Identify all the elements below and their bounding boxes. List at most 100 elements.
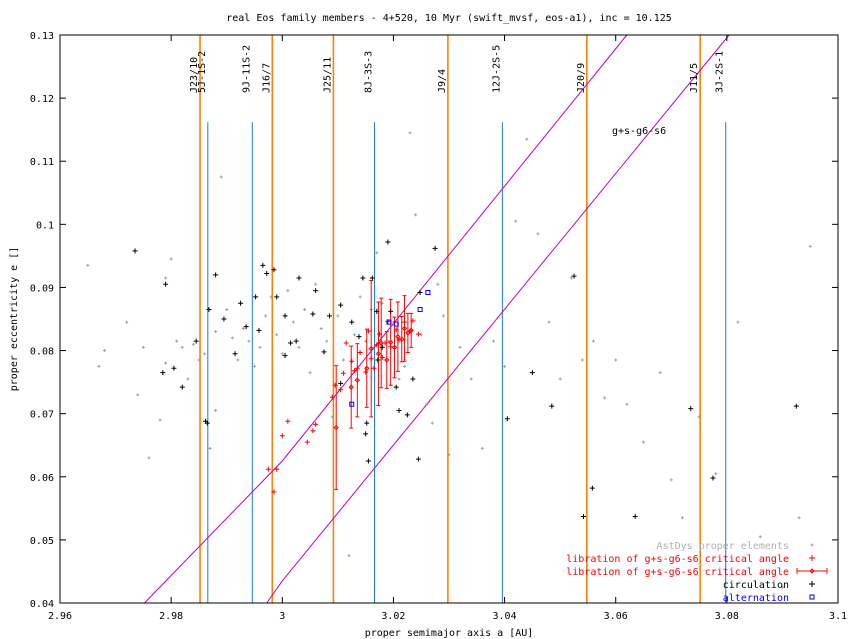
astdys-point: [697, 415, 701, 419]
libration-errorbar-point: [391, 344, 398, 351]
libration-errorbar-point: [333, 424, 339, 431]
astdys-point: [169, 257, 173, 261]
circulation-point: [793, 403, 799, 409]
circulation-point: [379, 344, 385, 350]
astdys-point: [147, 456, 151, 460]
y-tick-label: 0.08: [30, 347, 54, 358]
circulation-point: [356, 334, 362, 340]
circulation-point: [203, 418, 209, 424]
y-tick-label: 0.06: [30, 473, 54, 484]
astdys-point: [341, 358, 345, 362]
y-tick-label: 0.12: [30, 94, 54, 105]
alternation-point: [349, 401, 355, 407]
x-tick-label: 3.08: [715, 611, 739, 622]
astdys-point: [347, 554, 351, 558]
alternation-point: [393, 321, 399, 327]
libration-point: [279, 433, 285, 439]
circulation-point: [193, 338, 199, 344]
libration-errorbar-point: [399, 336, 405, 342]
libration-point: [338, 387, 344, 393]
circulation-point: [327, 313, 333, 319]
legend-marker: [809, 568, 815, 574]
circulation-point: [580, 514, 586, 520]
libration-errorbar-point: [354, 377, 361, 383]
astdys-point: [469, 377, 473, 381]
astdys-point: [197, 358, 201, 362]
libration-errorbar-point: [348, 384, 354, 390]
astdys-point: [275, 333, 279, 337]
libration-errorbar: [402, 295, 407, 362]
circulation-point: [274, 294, 280, 300]
astdys-point: [297, 345, 301, 349]
circulation-point: [549, 403, 555, 409]
secular-resonance-curve: [144, 460, 283, 604]
secular-resonance-curve: [266, 580, 283, 604]
astdys-point: [447, 453, 451, 457]
legend-marker: [809, 581, 815, 587]
astdys-point: [225, 308, 229, 312]
libration-errorbar-point: [401, 325, 408, 332]
legend-label: circulation: [723, 580, 789, 591]
astdys-point: [658, 371, 662, 375]
y-axis-label: proper eccentricity e []: [9, 247, 20, 392]
circulation-point: [296, 275, 302, 281]
astdys-point: [186, 377, 190, 381]
astdys-point: [414, 213, 418, 217]
astdys-point: [303, 308, 307, 312]
legend-marker: [809, 555, 815, 561]
circulation-point: [374, 308, 380, 314]
astdys-point: [180, 345, 184, 349]
astdys-point: [241, 326, 245, 330]
libration-errorbar: [376, 301, 381, 406]
legend-marker: [796, 568, 828, 574]
libration-point: [310, 428, 316, 434]
circulation-point: [571, 273, 577, 279]
circulation-point: [253, 294, 259, 300]
astdys-point: [230, 336, 234, 340]
astdys-point: [158, 418, 162, 422]
circulation-point: [417, 289, 423, 295]
circulation-point: [404, 412, 410, 418]
circulation-point: [338, 380, 344, 386]
astdys-point: [280, 352, 284, 356]
circulation-point: [369, 275, 375, 281]
libration-errorbar-point: [384, 357, 390, 363]
astdys-point: [269, 295, 273, 299]
x-tick-label: 3.06: [604, 611, 628, 622]
astdys-point: [480, 446, 484, 450]
legend-label: libration of g+s-g6-s6 critical angle: [566, 567, 789, 578]
libration-errorbar: [349, 345, 354, 429]
astdys-point: [503, 364, 507, 368]
libration-point: [343, 340, 349, 346]
astdys-point: [86, 263, 90, 267]
x-tick-label: 2.98: [159, 611, 183, 622]
circulation-point: [238, 300, 244, 306]
circulation-point: [179, 384, 185, 390]
astdys-points: [86, 131, 812, 589]
astdys-point: [780, 585, 784, 589]
libration-point: [329, 394, 335, 400]
libration-errorbar-point: [368, 345, 374, 352]
astdys-point: [253, 364, 256, 368]
alternation-point: [425, 289, 431, 295]
libration-errorbar-point: [375, 351, 382, 357]
astdys-point: [358, 295, 362, 299]
astdys-point: [191, 342, 195, 346]
y-tick-label: 0.1: [36, 220, 54, 231]
circulation-point: [243, 324, 249, 330]
resonance-label: 12J-2S-5: [491, 45, 502, 93]
astdys-point: [625, 402, 629, 406]
astdys-point: [536, 232, 540, 236]
astdys-point: [408, 131, 412, 135]
circulation-point: [360, 275, 366, 281]
astdys-point: [603, 396, 607, 400]
astdys-point: [208, 446, 212, 450]
circulation-point: [385, 239, 391, 245]
libration-point: [371, 365, 377, 371]
astdys-point: [680, 516, 684, 520]
libration-errorbar: [405, 312, 410, 353]
circulation-point: [271, 267, 277, 273]
circulation-point: [632, 514, 638, 520]
